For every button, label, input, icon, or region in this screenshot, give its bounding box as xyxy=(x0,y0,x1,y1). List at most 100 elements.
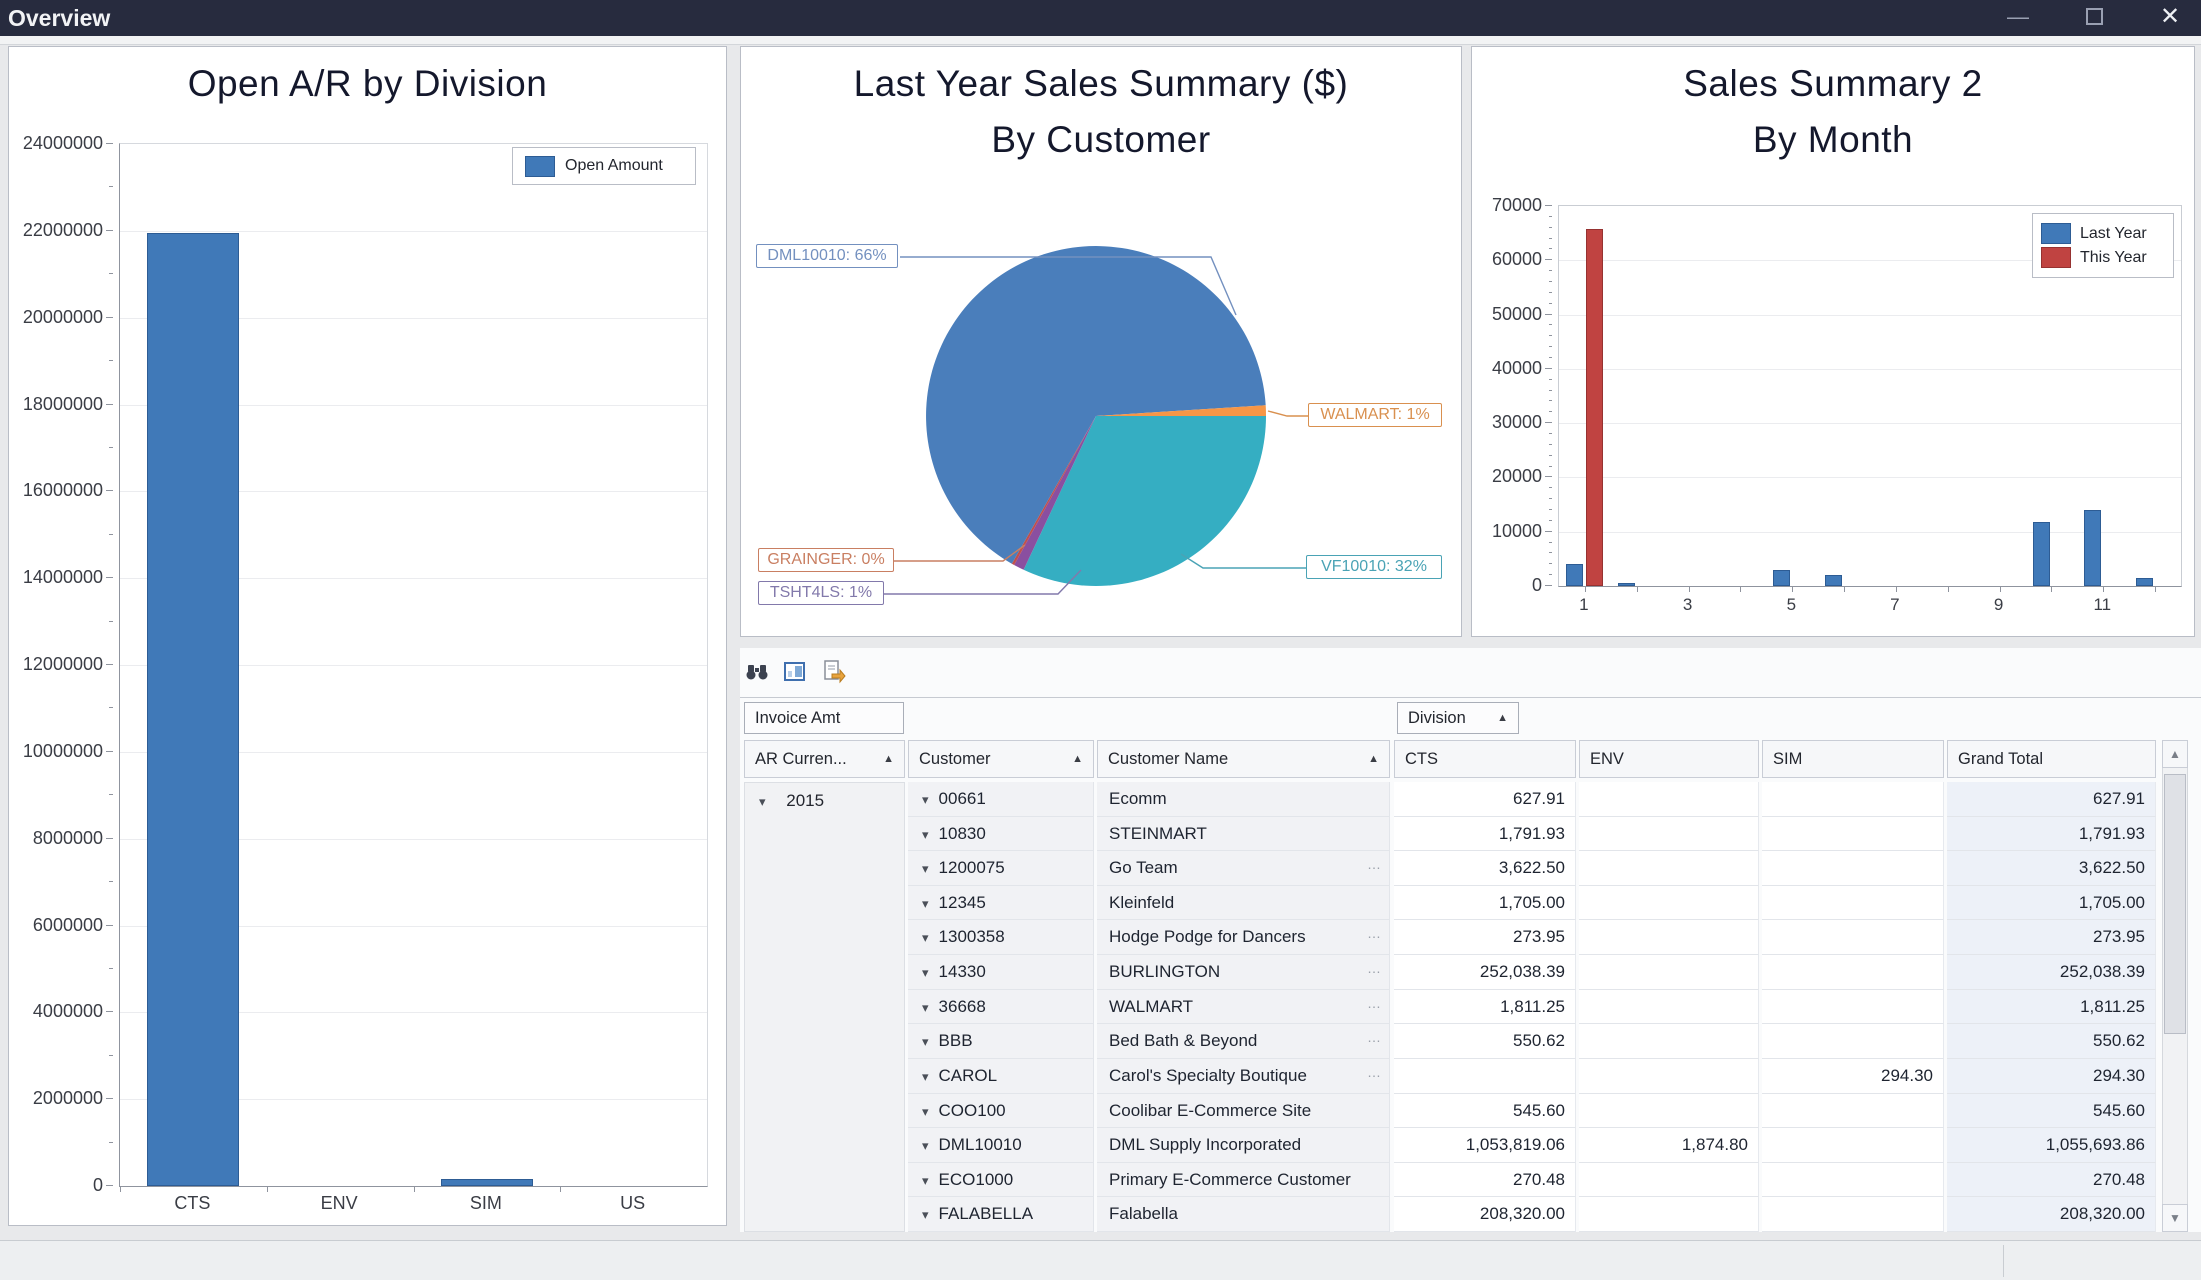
customer-name-cell[interactable]: WALMART… xyxy=(1097,989,1390,1025)
env-value-cell[interactable] xyxy=(1579,816,1759,852)
env-value-cell[interactable] xyxy=(1579,989,1759,1025)
customer-name-cell[interactable]: DML Supply Incorporated xyxy=(1097,1128,1390,1163)
division-field-chip[interactable]: Division ▲ xyxy=(1397,702,1519,734)
bar-month11-last-year[interactable] xyxy=(2084,510,2102,586)
cts-value-cell[interactable]: 627.91 xyxy=(1394,782,1576,817)
month-legend[interactable]: Last Year This Year xyxy=(2032,213,2174,278)
expand-arrow-icon[interactable]: ▾ xyxy=(922,965,929,981)
sim-value-cell[interactable] xyxy=(1762,920,1944,956)
sim-value-cell[interactable]: 294.30 xyxy=(1762,1058,1944,1094)
expand-arrow-icon[interactable]: ▾ xyxy=(922,895,929,911)
pie-slice-DML10010[interactable] xyxy=(926,246,1266,564)
customer-name-cell[interactable]: Go Team… xyxy=(1097,851,1390,886)
grand-total-cell[interactable]: 627.91 xyxy=(1947,782,2156,817)
customer-cell[interactable]: ▾ 00661 xyxy=(908,782,1094,817)
grand-total-cell[interactable]: 270.48 xyxy=(1947,1162,2156,1198)
sim-value-cell[interactable] xyxy=(1762,885,1944,921)
expand-arrow-icon[interactable]: ▾ xyxy=(922,826,929,842)
env-value-cell[interactable] xyxy=(1579,1162,1759,1198)
env-value-cell[interactable] xyxy=(1579,955,1759,990)
env-value-cell[interactable]: 1,874.80 xyxy=(1579,1128,1759,1163)
customer-cell[interactable]: ▾ CAROL xyxy=(908,1058,1094,1094)
grand-total-cell[interactable]: 273.95 xyxy=(1947,920,2156,956)
sim-value-cell[interactable] xyxy=(1762,1024,1944,1059)
customer-name-cell[interactable]: BURLINGTON… xyxy=(1097,955,1390,990)
customer-cell[interactable]: ▾ 12345 xyxy=(908,885,1094,921)
minimize-button[interactable]: — xyxy=(2007,4,2029,29)
customer-name-cell[interactable]: STEINMART xyxy=(1097,816,1390,852)
scrollbar-thumb[interactable] xyxy=(2164,774,2186,1034)
sim-value-cell[interactable] xyxy=(1762,1162,1944,1198)
customer-name-cell[interactable]: Primary E-Commerce Customer xyxy=(1097,1162,1390,1198)
column-header-env[interactable]: ENV xyxy=(1579,740,1759,778)
env-value-cell[interactable] xyxy=(1579,1197,1759,1232)
grand-total-cell[interactable]: 208,320.00 xyxy=(1947,1197,2156,1232)
cts-value-cell[interactable] xyxy=(1394,1058,1576,1094)
env-value-cell[interactable] xyxy=(1579,885,1759,921)
customer-name-cell[interactable]: Bed Bath & Beyond… xyxy=(1097,1024,1390,1059)
binoculars-icon[interactable] xyxy=(744,659,770,685)
expand-arrow-icon[interactable]: ▾ xyxy=(922,930,929,946)
invoice-amt-field-chip[interactable]: Invoice Amt xyxy=(744,702,904,734)
env-value-cell[interactable] xyxy=(1579,920,1759,956)
chart-window-icon[interactable] xyxy=(782,659,808,685)
maximize-button[interactable] xyxy=(2066,0,2122,36)
pie-slice-TSHT4LS[interactable] xyxy=(1014,416,1096,570)
export-icon[interactable] xyxy=(820,659,846,685)
cts-value-cell[interactable]: 550.62 xyxy=(1394,1024,1576,1059)
expand-arrow-icon[interactable]: ▾ xyxy=(759,794,766,809)
column-header-ar-curren-[interactable]: AR Curren... ▲ xyxy=(744,740,905,778)
cts-value-cell[interactable]: 1,811.25 xyxy=(1394,989,1576,1025)
customer-cell[interactable]: ▾ 14330 xyxy=(908,955,1094,990)
cts-value-cell[interactable]: 545.60 xyxy=(1394,1093,1576,1129)
open-ar-legend[interactable]: Open Amount xyxy=(512,147,696,185)
bar-month5-last-year[interactable] xyxy=(1773,569,1791,586)
bar-month1-last-year[interactable] xyxy=(1566,564,1583,586)
grand-total-cell[interactable]: 1,705.00 xyxy=(1947,885,2156,921)
grand-total-cell[interactable]: 1,055,693.86 xyxy=(1947,1128,2156,1163)
expand-arrow-icon[interactable]: ▾ xyxy=(922,861,929,877)
cts-value-cell[interactable]: 273.95 xyxy=(1394,920,1576,956)
grand-total-cell[interactable]: 252,038.39 xyxy=(1947,955,2156,990)
env-value-cell[interactable] xyxy=(1579,1058,1759,1094)
column-header-cts[interactable]: CTS xyxy=(1394,740,1576,778)
bar-CTS[interactable] xyxy=(147,233,240,1186)
customer-cell[interactable]: ▾ DML10010 xyxy=(908,1128,1094,1163)
sim-value-cell[interactable] xyxy=(1762,1128,1944,1163)
bar-month6-last-year[interactable] xyxy=(1825,575,1843,586)
grand-total-cell[interactable]: 550.62 xyxy=(1947,1024,2156,1059)
pie-slice-VF10010[interactable] xyxy=(1023,416,1266,586)
cts-value-cell[interactable]: 1,791.93 xyxy=(1394,816,1576,852)
bar-month2-last-year[interactable] xyxy=(1617,582,1635,586)
cts-value-cell[interactable]: 1,705.00 xyxy=(1394,885,1576,921)
customer-name-cell[interactable]: Kleinfeld xyxy=(1097,885,1390,921)
grand-total-cell[interactable]: 3,622.50 xyxy=(1947,851,2156,886)
legend-entry-last-year[interactable]: Last Year xyxy=(2041,223,2165,244)
expand-arrow-icon[interactable]: ▾ xyxy=(922,792,929,807)
expand-arrow-icon[interactable]: ▾ xyxy=(922,999,929,1015)
cts-value-cell[interactable]: 208,320.00 xyxy=(1394,1197,1576,1232)
customer-cell[interactable]: ▾ 10830 xyxy=(908,816,1094,852)
bar-SIM[interactable] xyxy=(440,1179,533,1186)
column-header-grand-total[interactable]: Grand Total xyxy=(1947,740,2156,778)
grand-total-cell[interactable]: 1,811.25 xyxy=(1947,989,2156,1025)
grand-total-cell[interactable]: 545.60 xyxy=(1947,1093,2156,1129)
sim-value-cell[interactable] xyxy=(1762,955,1944,990)
pie-slice-WALMART[interactable] xyxy=(1096,405,1267,416)
expand-arrow-icon[interactable]: ▾ xyxy=(922,1172,929,1188)
grand-total-cell[interactable]: 1,791.93 xyxy=(1947,816,2156,852)
customer-name-cell[interactable]: Hodge Podge for Dancers… xyxy=(1097,920,1390,956)
bar-month12-last-year[interactable] xyxy=(2136,577,2154,586)
pie-slice-GRAINGER[interactable] xyxy=(1011,416,1096,565)
env-value-cell[interactable] xyxy=(1579,1093,1759,1129)
column-header-sim[interactable]: SIM xyxy=(1762,740,1944,778)
customer-name-cell[interactable]: Falabella xyxy=(1097,1197,1390,1232)
customer-name-cell[interactable]: Coolibar E-Commerce Site xyxy=(1097,1093,1390,1129)
expand-arrow-icon[interactable]: ▾ xyxy=(922,1138,929,1154)
sim-value-cell[interactable] xyxy=(1762,851,1944,886)
bar-month10-last-year[interactable] xyxy=(2032,521,2050,586)
customer-cell[interactable]: ▾ FALABELLA xyxy=(908,1197,1094,1232)
sim-value-cell[interactable] xyxy=(1762,1093,1944,1129)
expand-arrow-icon[interactable]: ▾ xyxy=(922,1068,929,1084)
customer-cell[interactable]: ▾ 36668 xyxy=(908,989,1094,1025)
